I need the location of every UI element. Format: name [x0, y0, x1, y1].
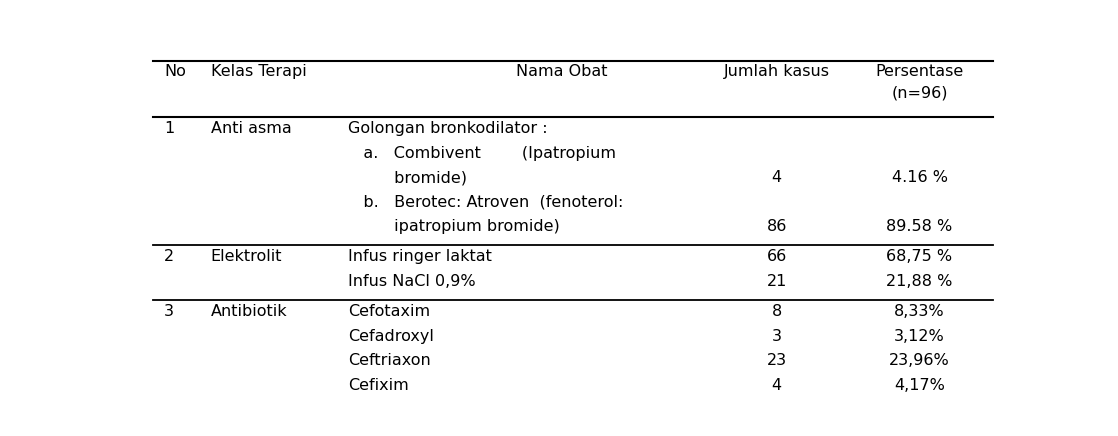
- Text: 4: 4: [771, 170, 781, 185]
- Text: Kelas Terapi: Kelas Terapi: [211, 64, 306, 79]
- Text: Cefixim: Cefixim: [348, 378, 408, 392]
- Text: 3: 3: [771, 329, 781, 344]
- Text: Ceftriaxon: Ceftriaxon: [348, 353, 430, 368]
- Text: 1: 1: [164, 121, 174, 136]
- Text: ipatropium bromide): ipatropium bromide): [348, 219, 559, 234]
- Text: 4: 4: [771, 378, 781, 392]
- Text: No: No: [164, 64, 186, 79]
- Text: Golongan bronkodilator :: Golongan bronkodilator :: [348, 121, 548, 136]
- Text: 21,88 %: 21,88 %: [887, 274, 953, 289]
- Text: 23: 23: [767, 353, 787, 368]
- Text: 68,75 %: 68,75 %: [887, 249, 953, 264]
- Text: Cefadroxyl: Cefadroxyl: [348, 329, 434, 344]
- Text: Jumlah kasus: Jumlah kasus: [723, 64, 830, 79]
- Text: 23,96%: 23,96%: [889, 353, 950, 368]
- Text: Infus NaCl 0,9%: Infus NaCl 0,9%: [348, 274, 475, 289]
- Text: 3: 3: [164, 304, 174, 319]
- Text: 8: 8: [771, 304, 781, 319]
- Text: b.   Berotec: Atroven  (fenoterol:: b. Berotec: Atroven (fenoterol:: [348, 194, 623, 210]
- Text: Anti asma: Anti asma: [211, 121, 292, 136]
- Text: 8,33%: 8,33%: [894, 304, 945, 319]
- Text: Antibiotik: Antibiotik: [211, 304, 287, 319]
- Text: Infus ringer laktat: Infus ringer laktat: [348, 249, 492, 264]
- Text: 66: 66: [767, 249, 787, 264]
- Text: Cefotaxim: Cefotaxim: [348, 304, 429, 319]
- Text: 3,12%: 3,12%: [894, 329, 945, 344]
- Text: 86: 86: [767, 219, 787, 234]
- Text: 4.16 %: 4.16 %: [891, 170, 948, 185]
- Text: 2: 2: [164, 249, 174, 264]
- Text: Elektrolit: Elektrolit: [211, 249, 283, 264]
- Text: Nama Obat: Nama Obat: [517, 64, 608, 79]
- Text: (n=96): (n=96): [891, 85, 948, 101]
- Text: a.   Combivent        (Ipatropium: a. Combivent (Ipatropium: [348, 146, 616, 160]
- Text: Persentase: Persentase: [875, 64, 964, 79]
- Text: bromide): bromide): [348, 170, 466, 185]
- Text: 89.58 %: 89.58 %: [887, 219, 953, 234]
- Text: 21: 21: [767, 274, 787, 289]
- Text: 4,17%: 4,17%: [894, 378, 945, 392]
